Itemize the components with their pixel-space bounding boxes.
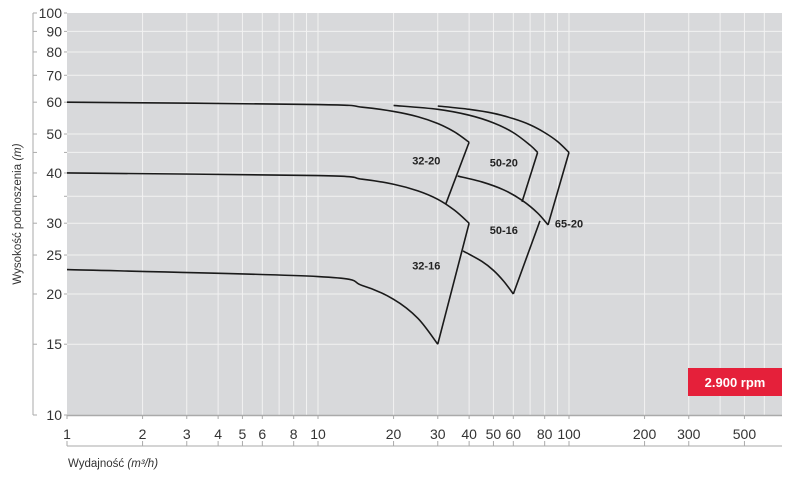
- pump-curve: [462, 250, 514, 295]
- y-tick-label: 30: [46, 215, 62, 231]
- x-tick-label: 60: [506, 426, 522, 442]
- y-tick-label: 10: [46, 407, 62, 423]
- pump-curve: [445, 141, 470, 205]
- y-tick-label: 80: [46, 44, 62, 60]
- x-tick-label: 100: [557, 426, 581, 442]
- x-axis-label: Wydajność (m³/h): [68, 458, 158, 470]
- x-tick-label: 80: [537, 426, 553, 442]
- pump-curve: [512, 220, 541, 295]
- pump-curve: [66, 268, 439, 345]
- y-tick-label: 20: [46, 286, 62, 302]
- curve-label: 65-20: [555, 218, 583, 230]
- pump-curve: [66, 101, 470, 143]
- x-tick-label: 10: [310, 426, 326, 442]
- pump-curve: [436, 222, 470, 345]
- x-tick-label: 2: [139, 426, 147, 442]
- rpm-badge-text: 2.900 rpm: [705, 375, 766, 390]
- x-tick-label: 1: [63, 426, 71, 442]
- y-tick-label: 25: [46, 247, 62, 263]
- pump-curve: [437, 105, 570, 153]
- x-tick-label: 4: [214, 426, 222, 442]
- curve-label: 32-16: [412, 261, 440, 273]
- x-tick-label: 5: [239, 426, 247, 442]
- pump-curve: [457, 175, 549, 226]
- plot-area: [67, 13, 782, 415]
- rpm-badge: 2.900 rpm: [688, 368, 782, 396]
- x-tick-label: 8: [290, 426, 298, 442]
- x-tick-label: 30: [430, 426, 446, 442]
- x-tick-label: 6: [258, 426, 266, 442]
- y-tick-label: 50: [46, 126, 62, 142]
- curves: [66, 101, 570, 345]
- y-tick-label: 40: [46, 165, 62, 181]
- curve-label: 50-20: [490, 158, 518, 170]
- x-tick-label: 500: [733, 426, 757, 442]
- curve-labels: 32-20 50-20 65-20 50-16 32-16: [412, 155, 583, 272]
- pump-curve: [547, 152, 570, 226]
- x-tick-label: 40: [461, 426, 477, 442]
- curve-label: 50-16: [490, 225, 518, 237]
- y-tick-label: 90: [46, 23, 62, 39]
- pump-curve: [66, 172, 470, 224]
- curve-label: 32-20: [412, 155, 440, 167]
- pump-curve: [393, 104, 539, 153]
- x-tick-label: 3: [183, 426, 191, 442]
- pump-curve: [521, 152, 539, 203]
- y-tick-label: 60: [46, 94, 62, 110]
- y-axis-label: Wysokość podnoszenia (m): [12, 143, 24, 284]
- y-tick-label: 15: [46, 336, 62, 352]
- x-tick-label: 200: [633, 426, 657, 442]
- y-tick-label: 100: [39, 5, 63, 21]
- y-tick-label: 70: [46, 67, 62, 83]
- x-tick-label: 300: [677, 426, 701, 442]
- grid: [67, 13, 782, 415]
- x-tick-label: 20: [386, 426, 402, 442]
- x-tick-label: 50: [486, 426, 502, 442]
